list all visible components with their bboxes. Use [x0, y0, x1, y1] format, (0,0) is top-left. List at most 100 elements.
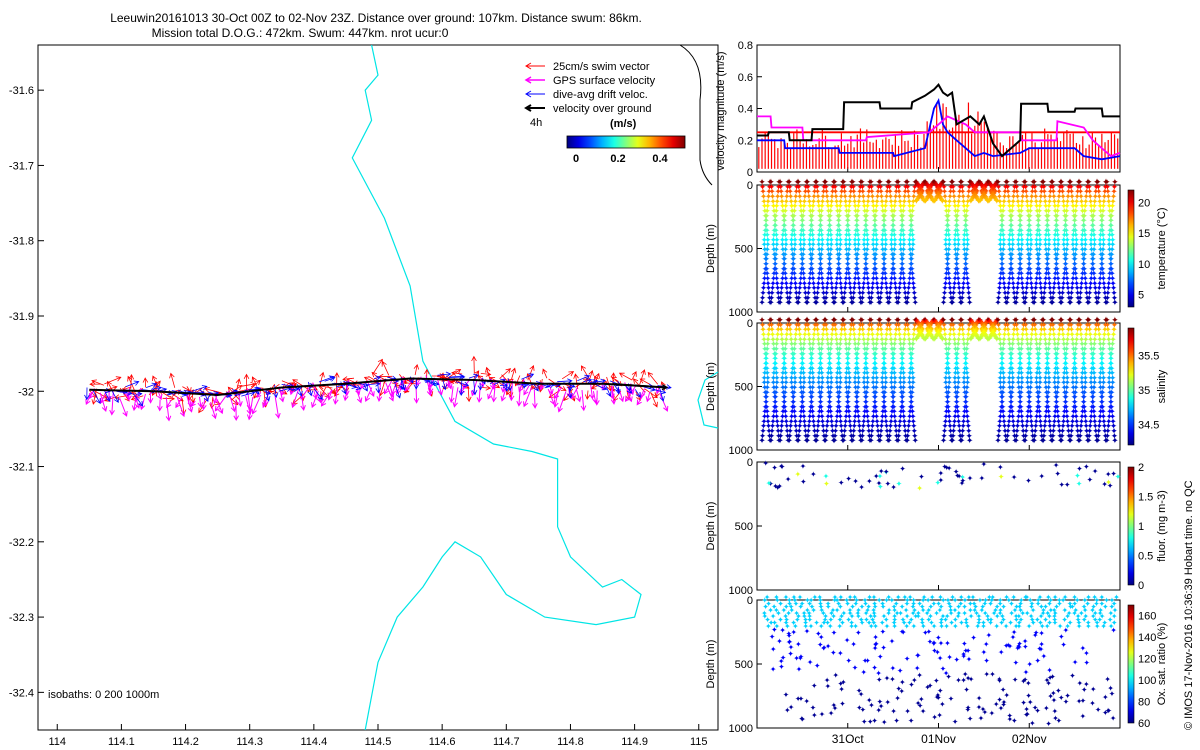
temperature-sample: ✦	[775, 294, 783, 304]
temperature-sample: ✦	[845, 212, 853, 222]
drift-velocity-arrow	[592, 378, 607, 385]
temperature-sample: ✦	[808, 250, 816, 260]
temperature-sample: ✦	[817, 265, 825, 275]
temperature-sample: ✦	[834, 226, 842, 236]
isobaths-label: isobaths: 0 200 1000m	[48, 689, 159, 701]
temperature-sample: ✦	[809, 275, 817, 285]
temperature-sample: ✦	[844, 217, 852, 227]
temperature-sample: ✦	[807, 255, 815, 265]
swim-vector-arrow	[91, 379, 105, 386]
temperature-sample: ✦	[762, 250, 770, 260]
temperature-sample: ✦	[807, 212, 815, 222]
temperature-sample: ✦	[790, 260, 798, 270]
temperature-sample: ✦	[771, 212, 779, 222]
temperature-sample: ✦	[858, 299, 866, 309]
gps-velocity-arrow	[190, 400, 196, 407]
temperature-sample: ✦	[780, 221, 788, 231]
temperature-sample: ✦	[793, 188, 801, 198]
temperature-sample: ✦	[856, 289, 864, 299]
temperature-sample: ✦	[777, 289, 785, 299]
salinity-sample: ✦	[1012, 437, 1020, 447]
map-x-tick-label: 114.7	[493, 736, 520, 748]
temperature-sample: ✦	[788, 202, 796, 212]
temperature-sample: ✦	[787, 193, 795, 203]
title-line-2: Mission total D.O.G.: 472km. Swum: 447km…	[152, 26, 449, 40]
temperature-sample: ✦	[766, 299, 774, 309]
velocity-series-line	[757, 83, 1120, 158]
temperature-sample: ✦	[779, 231, 787, 241]
temperature-sample: ✦	[1031, 299, 1039, 309]
temperature-sample: ✦	[762, 217, 770, 227]
temperature-sample: ✦	[765, 193, 773, 203]
temperature-sample: ✦	[781, 255, 789, 265]
temperature-sample: ✦	[804, 178, 812, 188]
temperature-sample: ✦	[846, 236, 854, 246]
temperature-sample: ✦	[764, 236, 772, 246]
salinity-sample: ✦	[912, 437, 920, 447]
temperature-sample: ✦	[805, 188, 813, 198]
salinity-colorbar-tick-label: 34.5	[1138, 419, 1159, 431]
temperature-sample: ✦	[770, 241, 778, 251]
fluorescence-sample: ✦	[943, 463, 950, 472]
gps-velocity-arrow	[157, 399, 163, 412]
temperature-sample: ✦	[833, 279, 841, 289]
temperature-sample: ✦	[789, 260, 797, 270]
gps-velocity-arrow	[327, 389, 333, 401]
temperature-sample: ✦	[940, 299, 948, 309]
temperature-sample: ✦	[789, 265, 797, 275]
salinity-sample: ✦	[758, 437, 766, 447]
temperature-sample: ✦	[773, 197, 781, 207]
temperature-sample: ✦	[762, 212, 770, 222]
temperature-sample: ✦	[1067, 299, 1075, 309]
temperature-sample: ✦	[791, 236, 799, 246]
gps-velocity-arrow	[246, 397, 254, 421]
temperature-sample: ✦	[838, 289, 846, 299]
temperature-sample: ✦	[781, 221, 789, 231]
temperature-sample: ✦	[759, 183, 767, 193]
swim-vector-arrow	[510, 367, 517, 380]
drift-velocity-arrow	[413, 379, 420, 390]
gps-velocity-arrow	[237, 391, 243, 408]
temperature-sample: ✦	[843, 250, 851, 260]
temperature-sample: ✦	[840, 294, 848, 304]
map-y-tick-label: -31.8	[9, 236, 34, 248]
map-panel: 114 114.1 114.2 114.3 114.4 114.5 114.6 114.7 11…	[9, 44, 719, 748]
temperature-sample: ✦	[831, 299, 839, 309]
swim-vector-arrow	[618, 372, 633, 381]
temperature-sample: ✦	[766, 178, 774, 188]
temperature-sample: ✦	[798, 221, 806, 231]
temperature-sample: ✦	[823, 188, 831, 198]
gps-velocity-arrow	[197, 396, 204, 409]
drift-velocity-arrow	[313, 388, 323, 401]
temperature-sample: ✦	[815, 275, 823, 285]
temperature-sample: ✦	[815, 236, 823, 246]
velocity-y-tick-label: 0.4	[738, 104, 753, 116]
temperature-sample: ✦	[818, 275, 826, 285]
velocity-y-tick-label: 0.8	[738, 40, 753, 52]
swim-vector-arrow	[292, 379, 309, 390]
legend-time-note: 4h	[530, 117, 542, 129]
temperature-sample: ✦	[769, 197, 777, 207]
swim-vector-arrow	[371, 371, 379, 379]
temperature-sample: ✦	[774, 289, 782, 299]
temperature-sample: ✦	[831, 178, 839, 188]
temperature-sample: ✦	[787, 284, 795, 294]
temperature-sample: ✦	[834, 250, 842, 260]
temperature-sample: ✦	[804, 294, 812, 304]
drift-velocity-arrow	[135, 391, 143, 397]
temperature-sample: ✦	[853, 255, 861, 265]
temperature-sample: ✦	[922, 197, 930, 207]
gps-velocity-arrow	[165, 397, 172, 422]
temperature-sample: ✦	[800, 236, 808, 246]
temperature-sample: ✦	[778, 279, 786, 289]
salinity-sample: ✦	[767, 437, 775, 447]
legend-drift-velocity: dive-avg drift veloc.	[553, 89, 648, 101]
map-colorbar-title: (m/s)	[610, 118, 637, 130]
temperature-y-tick-label: 1000	[729, 307, 753, 319]
temperature-sample: ✦	[800, 207, 808, 217]
temperature-sample: ✦	[852, 246, 860, 256]
temperature-sample: ✦	[758, 178, 766, 188]
salinity-sample: ✦	[840, 437, 848, 447]
temperature-sample: ✦	[806, 241, 814, 251]
temperature-sample: ✦	[759, 188, 767, 198]
